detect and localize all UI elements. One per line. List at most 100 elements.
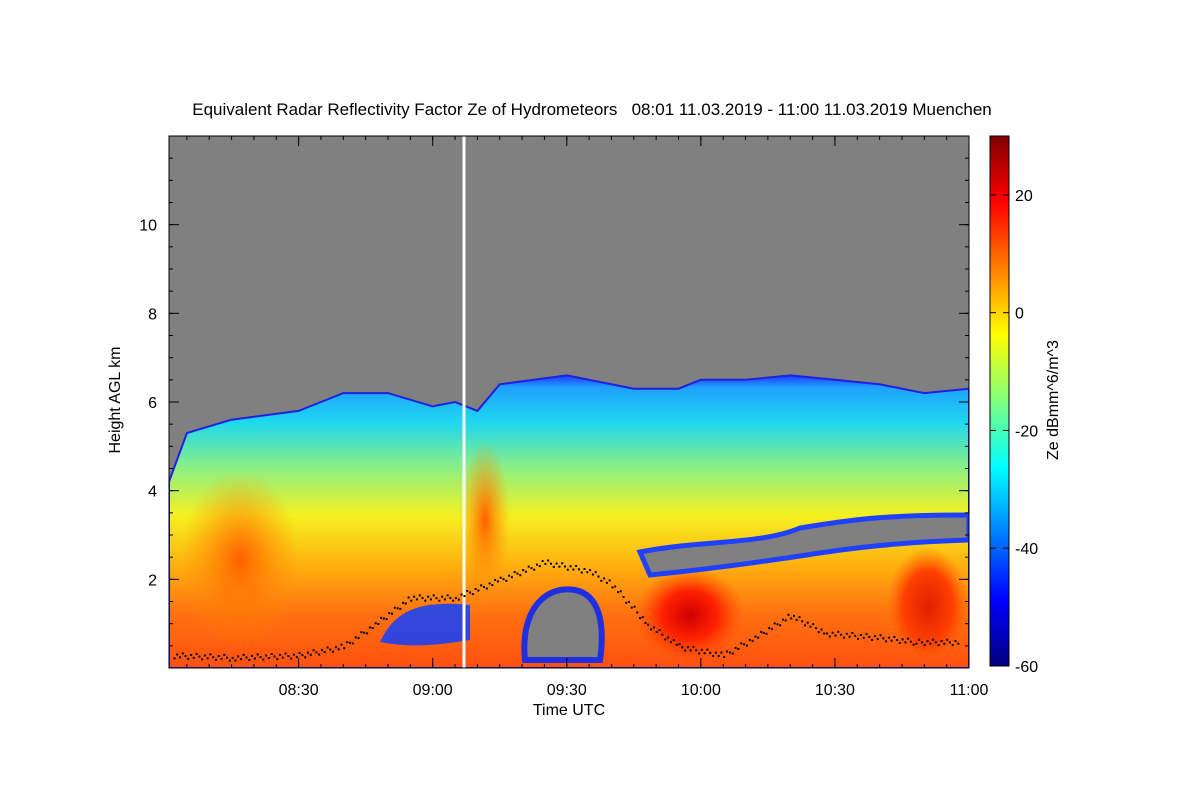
cloud-base-point — [287, 655, 290, 658]
chart-title: Equivalent Radar Reflectivity Factor Ze … — [192, 100, 991, 119]
cloud-base-point — [192, 656, 195, 659]
cloud-base-point — [633, 605, 636, 608]
cloud-base-point — [488, 582, 491, 585]
cloud-base-point — [455, 597, 457, 600]
cloud-base-point — [776, 623, 779, 626]
cloud-base-point — [421, 597, 424, 600]
cloud-base-point — [921, 641, 923, 644]
cloud-base-point — [828, 635, 831, 638]
cloud-base-point — [508, 574, 511, 577]
cloud-base-point — [946, 638, 949, 641]
cloud-base-point — [457, 598, 460, 601]
cloud-base-point — [349, 641, 351, 644]
cloud-base-point — [918, 638, 921, 641]
cloud-base-point — [491, 584, 494, 586]
cloud-base-point — [717, 654, 720, 657]
cloud-base-point — [577, 568, 580, 571]
cloud-base-point — [720, 651, 723, 654]
cloud-base-point — [441, 595, 444, 598]
cloud-base-point — [661, 633, 664, 636]
cloud-base-point — [474, 588, 477, 590]
data-gap-line — [462, 136, 466, 668]
cloud-base-point — [909, 640, 912, 643]
cloud-base-point — [298, 652, 301, 654]
cloud-base-point — [740, 642, 743, 645]
cloud-base-point — [703, 652, 706, 655]
cloud-base-point — [505, 579, 508, 582]
cloud-base-point — [547, 559, 550, 562]
cloud-base-point — [179, 656, 181, 659]
cloud-base-point — [809, 625, 812, 628]
cloud-base-point — [700, 648, 703, 651]
cloud-base-point — [594, 571, 597, 574]
cloud-base-point — [845, 632, 848, 635]
cloud-base-point — [874, 635, 876, 638]
cloud-base-point — [865, 633, 868, 636]
cloud-base-point — [256, 653, 259, 656]
cloud-base-point — [536, 563, 538, 566]
cloud-base-point — [923, 644, 926, 647]
cloud-base-point — [898, 642, 901, 644]
cloud-base-point — [242, 653, 245, 656]
cloud-base-point — [655, 631, 658, 633]
cloud-base-point — [893, 636, 896, 638]
y-tick-label: 4 — [148, 484, 157, 501]
y-axis-title: Height AGL km — [107, 346, 124, 453]
cloud-base-point — [681, 646, 684, 649]
cloud-base-point — [823, 632, 826, 635]
cloud-base-point — [513, 571, 516, 574]
colorbar-tick-label: -20 — [1015, 423, 1038, 440]
cloud-base-point — [876, 638, 879, 641]
cloud-base-point — [485, 587, 488, 590]
cloud-base-point — [391, 612, 394, 615]
cloud-base-point — [460, 593, 463, 596]
cloud-base-point — [510, 576, 513, 579]
cloud-base-point — [259, 656, 262, 658]
cloud-base-point — [726, 650, 728, 653]
cloud-base-point — [550, 562, 552, 565]
cloud-base-point — [284, 652, 287, 655]
colorbar-axis: -60 -40 -20 0 20 — [990, 188, 1038, 676]
cloud-base-point — [519, 574, 522, 577]
cloud-base-point — [203, 654, 206, 657]
cloud-base-point — [572, 568, 575, 571]
cloud-base-point — [745, 644, 748, 647]
cloud-base-point — [315, 651, 318, 654]
cloud-base-point — [555, 562, 558, 565]
cloud-base-point — [954, 640, 957, 643]
cloud-base-point — [564, 565, 566, 568]
cloud-base-point — [363, 631, 366, 634]
cloud-base-point — [684, 649, 687, 652]
cloud-base-point — [552, 565, 555, 568]
cloud-base-point — [692, 645, 695, 648]
y-tick-label: 8 — [148, 306, 157, 323]
echo-features — [180, 440, 969, 663]
cloud-base-point — [561, 562, 564, 565]
colorbar-tick-label: 0 — [1015, 306, 1024, 323]
cloud-base-point — [527, 565, 530, 568]
cloud-base-point — [672, 639, 675, 642]
cloud-base-point — [820, 628, 823, 631]
cloud-base-point — [600, 579, 603, 582]
cloud-base-point — [360, 631, 363, 634]
cloud-base-point — [591, 573, 594, 576]
cloud-base-point — [915, 642, 918, 645]
cloud-base-point — [418, 594, 421, 597]
cloud-base-point — [901, 638, 904, 641]
cloud-base-point — [619, 590, 622, 593]
cloud-base-point — [714, 651, 717, 654]
cloud-base-point — [499, 576, 502, 579]
cloud-base-point — [463, 595, 466, 598]
cloud-base-point — [907, 637, 910, 640]
cloud-base-point — [201, 658, 204, 661]
cloud-base-point — [712, 655, 714, 658]
cloud-base-point — [415, 598, 418, 601]
cloud-base-point — [644, 621, 647, 624]
cloud-base-point — [380, 616, 383, 619]
cloud-base-point — [295, 656, 298, 659]
cloud-base-point — [374, 622, 377, 625]
cloud-base-point — [932, 638, 935, 641]
cloud-base-point — [396, 607, 399, 610]
cloud-base-point — [583, 568, 586, 570]
cloud-base-point — [617, 591, 619, 594]
